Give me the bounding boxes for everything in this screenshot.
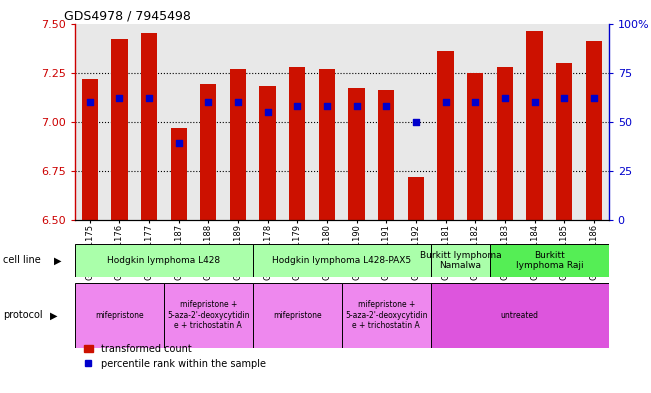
Text: mifepristone: mifepristone [273, 311, 322, 320]
Text: mifepristone +
5-aza-2'-deoxycytidin
e + trichostatin A: mifepristone + 5-aza-2'-deoxycytidin e +… [167, 301, 249, 330]
Text: untreated: untreated [501, 311, 539, 320]
Bar [164, 283, 253, 348]
Text: GDS4978 / 7945498: GDS4978 / 7945498 [64, 9, 191, 22]
Bar [408, 177, 424, 220]
Point [470, 99, 480, 105]
Point [440, 99, 450, 105]
Point [411, 119, 421, 125]
Point [85, 99, 95, 105]
Text: Hodgkin lymphoma L428: Hodgkin lymphoma L428 [107, 256, 221, 265]
Bar [260, 86, 276, 220]
Bar [289, 67, 305, 220]
Bar [230, 69, 246, 220]
Bar [171, 128, 187, 220]
Text: ▶: ▶ [49, 310, 57, 320]
Point [262, 109, 273, 115]
Point [352, 103, 362, 109]
Point [233, 99, 243, 105]
Bar [75, 283, 164, 348]
Bar [348, 88, 365, 220]
Legend: transformed count, percentile rank within the sample: transformed count, percentile rank withi… [79, 340, 270, 373]
Point [322, 103, 332, 109]
Point [144, 95, 154, 101]
Bar [556, 63, 572, 220]
Bar [319, 69, 335, 220]
Bar [81, 79, 98, 220]
Bar [497, 67, 513, 220]
Bar [253, 283, 342, 348]
Point [559, 95, 570, 101]
Bar [253, 244, 431, 277]
Bar [490, 244, 609, 277]
Point [381, 103, 391, 109]
Bar [586, 41, 602, 220]
Bar [342, 283, 431, 348]
Bar [467, 73, 484, 220]
Point [529, 99, 540, 105]
Point [500, 95, 510, 101]
Text: Hodgkin lymphoma L428-PAX5: Hodgkin lymphoma L428-PAX5 [272, 256, 411, 265]
Point [114, 95, 124, 101]
Bar [431, 283, 609, 348]
Text: ▶: ▶ [53, 255, 61, 265]
Point [292, 103, 303, 109]
Point [589, 95, 599, 101]
Bar [75, 244, 253, 277]
Bar [437, 51, 454, 220]
Bar [527, 31, 543, 220]
Point [173, 140, 184, 147]
Bar [141, 33, 157, 220]
Bar [200, 84, 217, 220]
Text: Burkitt lymphoma
Namalwa: Burkitt lymphoma Namalwa [420, 251, 501, 270]
Text: mifepristone: mifepristone [95, 311, 144, 320]
Bar [378, 90, 395, 220]
Bar [111, 39, 128, 220]
Text: mifepristone +
5-aza-2'-deoxycytidin
e + trichostatin A: mifepristone + 5-aza-2'-deoxycytidin e +… [345, 301, 428, 330]
Bar [431, 244, 490, 277]
Point [203, 99, 214, 105]
Text: Burkitt
lymphoma Raji: Burkitt lymphoma Raji [516, 251, 583, 270]
Text: cell line: cell line [3, 255, 41, 265]
Text: protocol: protocol [3, 310, 43, 320]
